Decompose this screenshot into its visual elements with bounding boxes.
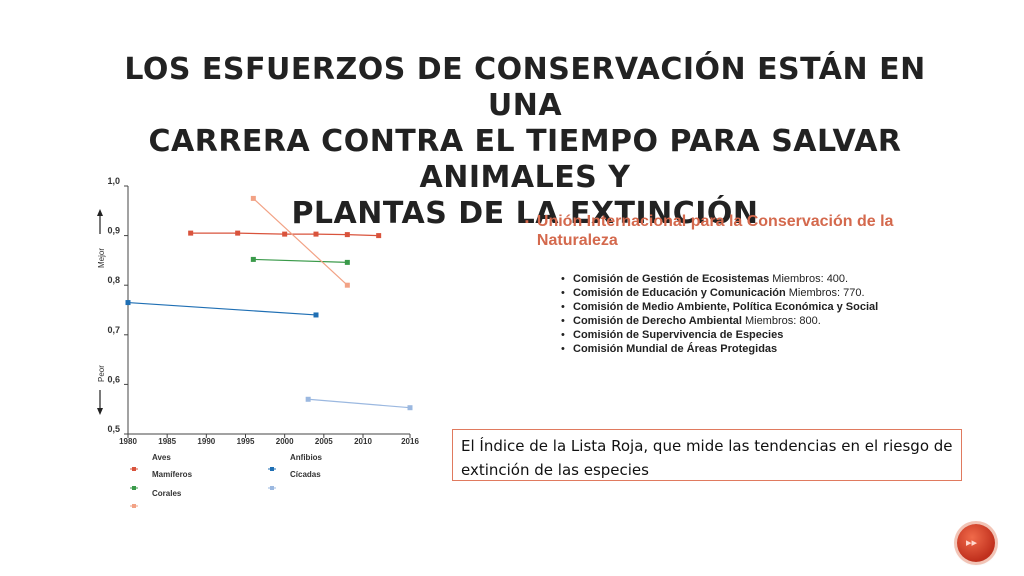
bullet-dot-icon: • — [561, 301, 565, 313]
title-line-2: CARRERA CONTRA EL TIEMPO PARA SALVAR ANI… — [148, 124, 902, 195]
bullet-dot-icon: • — [561, 343, 565, 355]
y-tick-label: 0,6 — [107, 374, 120, 384]
series-4-point — [305, 396, 311, 402]
x-tick-label: 1985 — [158, 437, 176, 446]
commission-members: Miembros: 770. — [785, 287, 865, 299]
legend-label: Mamíferos — [152, 470, 193, 479]
commission-name: Comisión de Educación y Comunicación — [573, 287, 786, 299]
series-0-point — [376, 233, 382, 239]
bullet-square-icon: ▪ — [525, 216, 529, 228]
x-tick-label: 2000 — [276, 437, 294, 446]
commission-name: Comisión de Gestión de Ecosistemas — [573, 273, 770, 285]
commission-name: Comisión Mundial de Áreas Protegidas — [573, 343, 778, 355]
series-1-point — [250, 256, 256, 262]
main-bullet-text: Unión Internacional para la Conservación… — [536, 213, 894, 249]
series-0-point — [235, 230, 241, 236]
list-item: • Comisión Mundial de Áreas Protegidas — [561, 342, 965, 356]
red-list-callout: El Índice de la Lista Roja, que mide las… — [452, 429, 962, 481]
x-tick-label: 2005 — [315, 437, 333, 446]
list-item: • Comisión de Gestión de Ecosistemas Miem… — [561, 272, 965, 286]
legend-label: Cícadas — [290, 470, 321, 479]
bullet-dot-icon: • — [561, 287, 565, 299]
commission-name: Comisión de Medio Ambiente, Política Eco… — [573, 301, 879, 313]
red-list-index-chart: 0,5 0,6 0,7 0,8 0,9 1,0 1980 1985 1990 1995 2000 20… — [90, 172, 430, 517]
series-line-3 — [127, 301, 317, 316]
commission-members: Miembros: 400. — [769, 273, 849, 285]
y-tick-label: 0,7 — [107, 325, 120, 335]
series-0-point — [313, 231, 319, 237]
x-tick-label: 1990 — [197, 437, 215, 446]
bullet-dot-icon: • — [561, 315, 565, 327]
series-1-point — [344, 259, 350, 265]
y-annotation-better: Mejor — [97, 248, 106, 268]
info-panel: ▪ Unión Internacional para la Conservaci… — [525, 212, 965, 356]
worse-arrowhead-icon — [97, 408, 103, 415]
y-tick-label: 0,5 — [107, 424, 120, 434]
legend-label: Anfibios — [290, 453, 323, 462]
series-2-point — [344, 282, 350, 288]
title-line-1: LOS ESFUERZOS DE CONSERVACIÓN ESTÁN EN U… — [124, 52, 926, 123]
commission-members: Miembros: 800. — [741, 315, 821, 327]
x-tick-label: 1995 — [237, 437, 255, 446]
series-line-2 — [252, 197, 348, 286]
series-4-point — [407, 405, 413, 411]
y-tick-label: 0,8 — [107, 275, 120, 285]
series-2-point — [250, 195, 256, 201]
y-tick-label: 1,0 — [107, 176, 120, 186]
list-item: • Comisión de Derecho Ambiental Miembros:… — [561, 314, 965, 328]
legend-marker — [132, 504, 136, 508]
series-line-0 — [190, 232, 379, 237]
series-0-point — [282, 231, 288, 237]
list-item: • Comisión de Supervivencia de Especies — [561, 328, 965, 342]
x-tick-label: 1980 — [119, 437, 137, 446]
x-tick-label: 2010 — [354, 437, 372, 446]
slide-nav-button[interactable]: ▸▸ — [957, 524, 995, 562]
legend-marker — [132, 467, 136, 471]
series-3-point — [313, 312, 319, 318]
legend-label: Corales — [152, 489, 182, 498]
bullet-dot-icon: • — [561, 329, 565, 341]
main-bullet: ▪ Unión Internacional para la Conservaci… — [525, 212, 965, 250]
list-item: • Comisión de Medio Ambiente, Política Ec… — [561, 300, 965, 314]
legend-marker — [270, 467, 274, 471]
title-line-3: PLANTAS DE LA EXTINCIÓN — [291, 196, 759, 231]
commission-name: Comisión de Derecho Ambiental — [573, 315, 742, 327]
series-line-4 — [308, 398, 411, 409]
slide-nav-icon: ▸▸ — [966, 537, 978, 549]
chart-svg: 0,5 0,6 0,7 0,8 0,9 1,0 1980 1985 1990 1995 2000 20… — [97, 176, 419, 508]
series-0-point — [344, 232, 350, 238]
legend-label: Aves — [152, 453, 171, 462]
y-annotation-worse: Peor — [97, 365, 106, 382]
series-line-1 — [253, 258, 348, 263]
legend-marker — [270, 486, 274, 490]
commission-list: • Comisión de Gestión de Ecosistemas Miem… — [561, 272, 965, 356]
commission-name: Comisión de Supervivencia de Especies — [573, 329, 784, 341]
bullet-dot-icon: • — [561, 273, 565, 285]
slide-title: LOS ESFUERZOS DE CONSERVACIÓN ESTÁN EN U… — [90, 52, 960, 232]
y-tick-label: 0,9 — [107, 226, 120, 236]
series-3-point — [125, 300, 131, 306]
list-item: • Comisión de Educación y Comunicación Mi… — [561, 286, 965, 300]
x-tick-label: 2016 — [401, 437, 419, 446]
series-0-point — [188, 230, 194, 236]
legend-marker — [132, 486, 136, 490]
better-arrowhead-icon — [97, 209, 103, 216]
